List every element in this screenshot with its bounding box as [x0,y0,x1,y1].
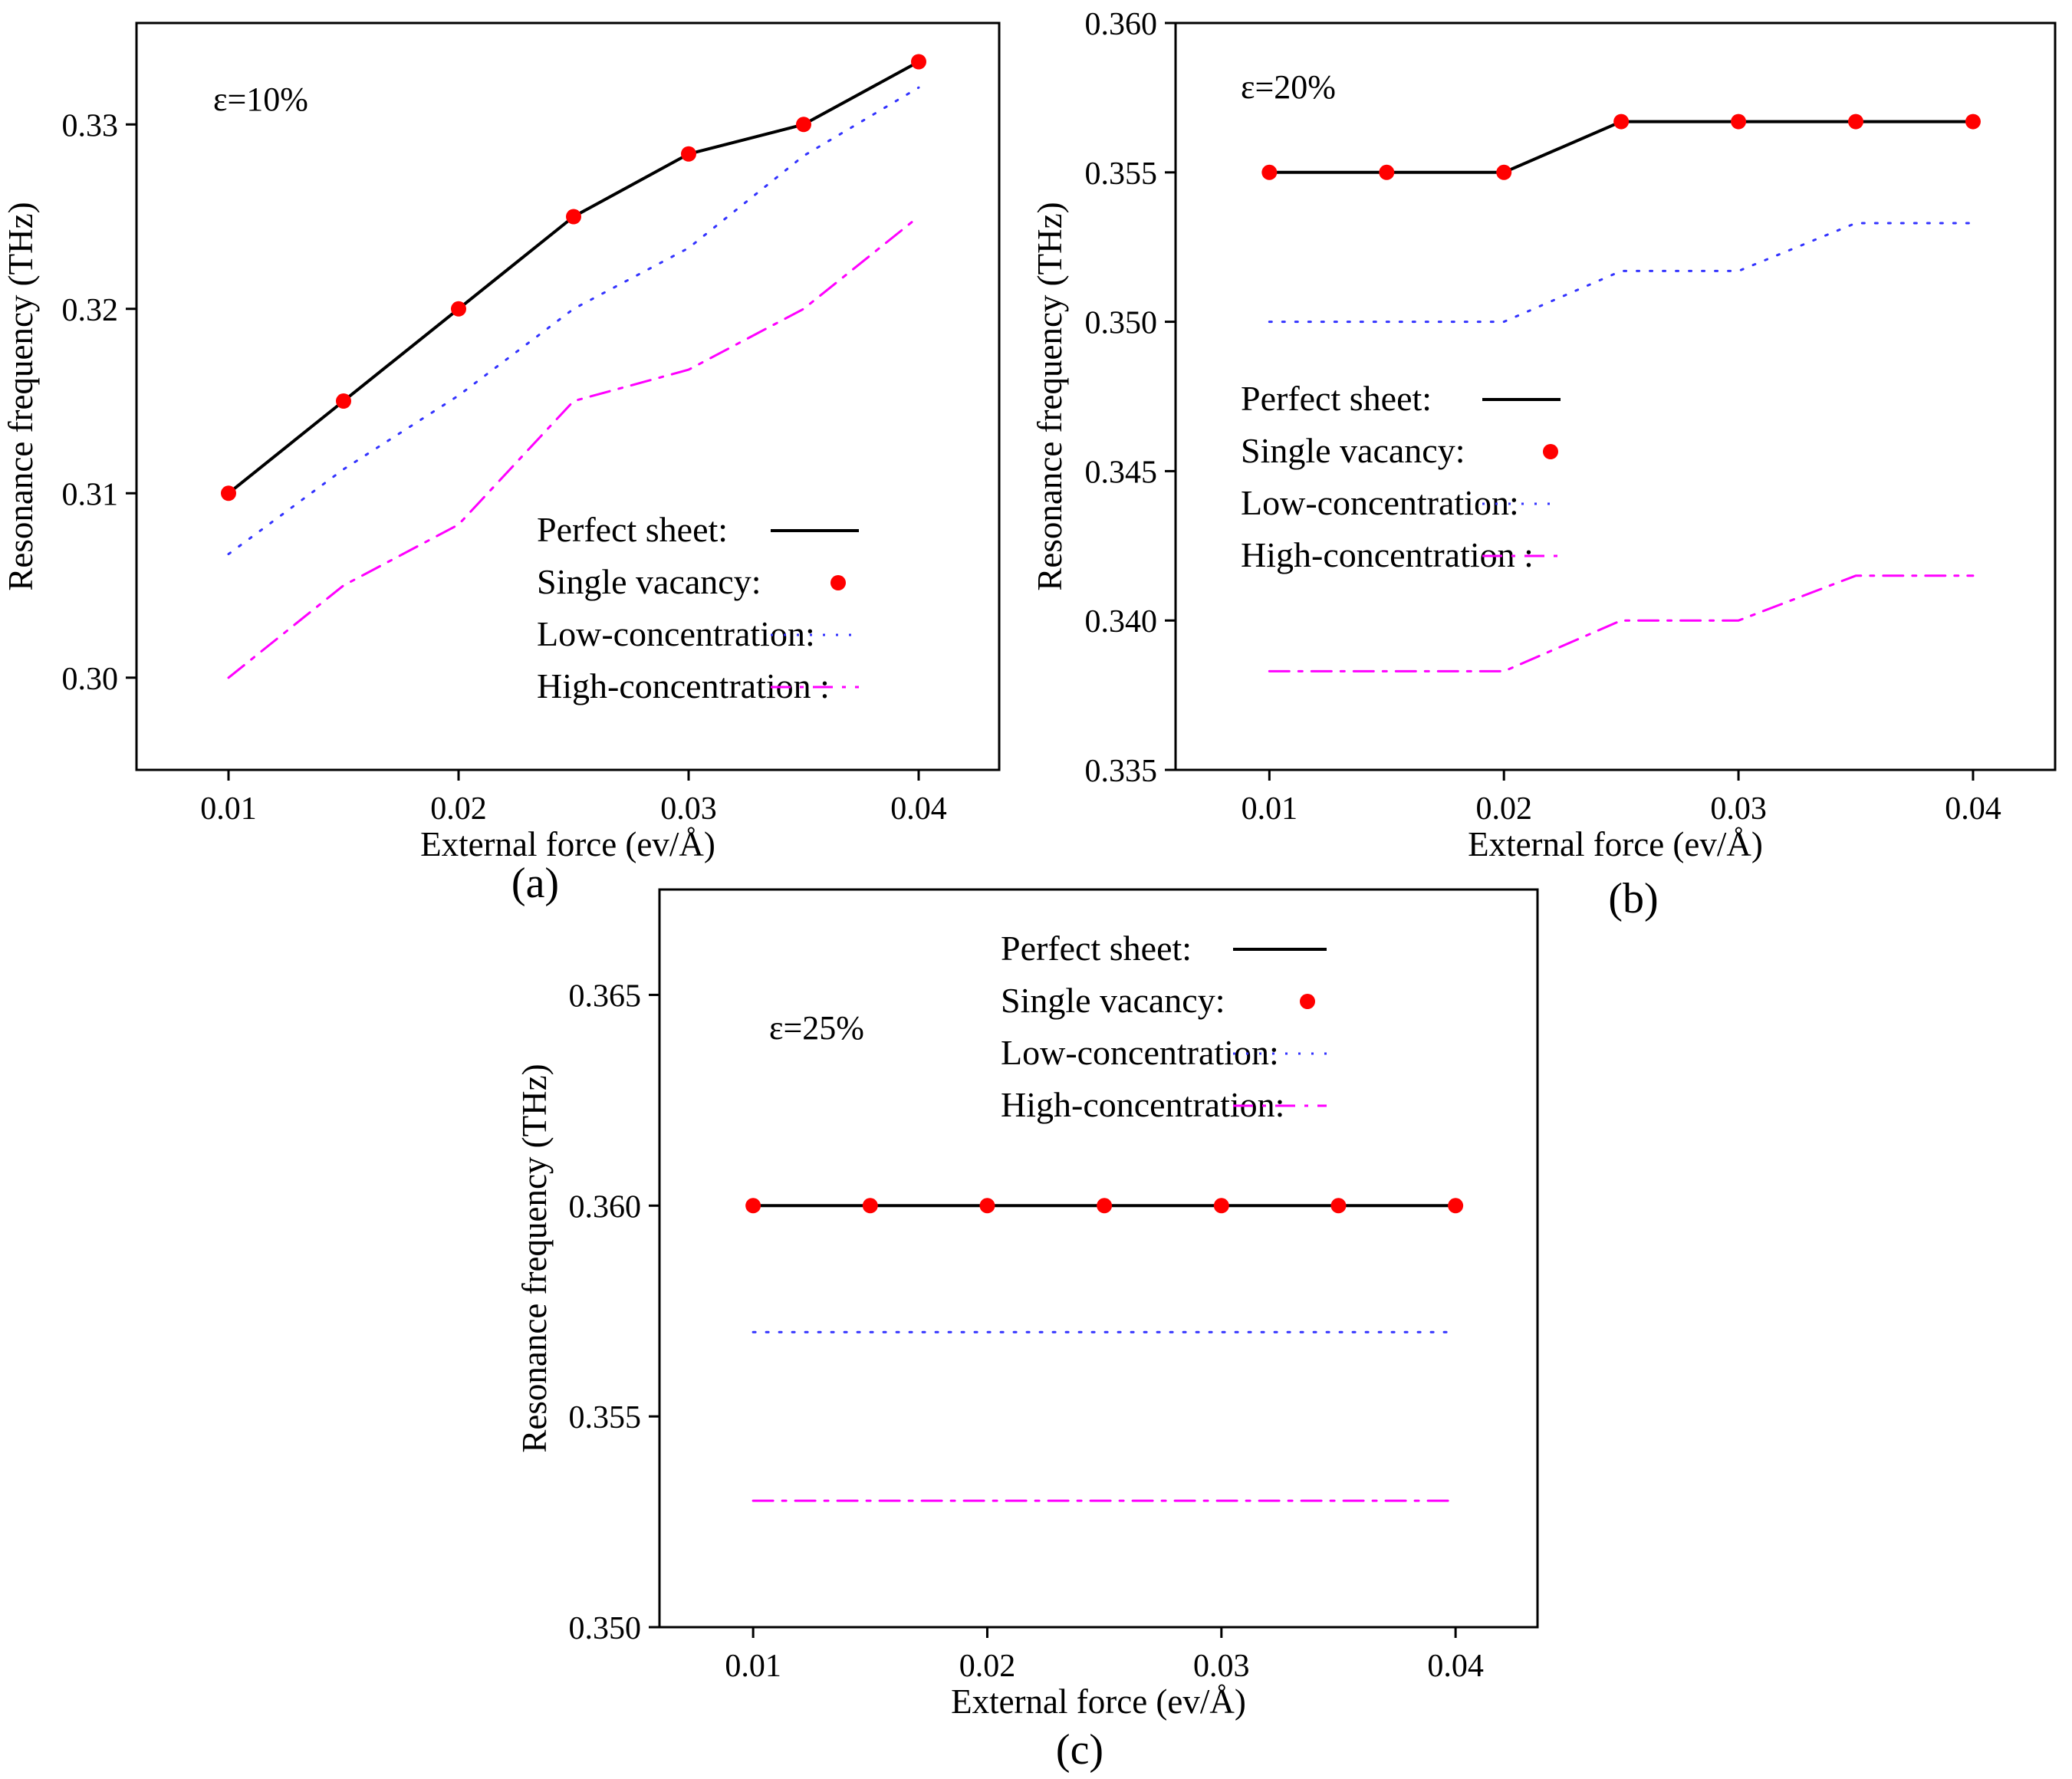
single-vacancy-point [1965,113,1981,130]
legend-entry: Perfect sheet: [1001,929,1327,968]
y-tick-label: 0.350 [1085,306,1158,341]
legend-entry: Low-concentration: [537,614,859,653]
single-vacancy-point [911,54,926,70]
y-tick-label: 0.350 [569,1611,642,1646]
x-axis-title: External force (ev/Å) [1468,825,1763,863]
legend-entry: High-concentration: [1001,1085,1327,1124]
y-tick-label: 0.31 [62,477,119,512]
plot-frame [658,888,1539,1629]
single-vacancy-point [451,301,466,317]
x-tick-label: 0.04 [1427,1649,1484,1684]
legend-entry: High-concentration : [537,666,859,705]
legend-marker [1543,444,1558,459]
x-tick-label: 0.04 [1945,791,2001,827]
x-tick-label: 0.02 [1475,791,1532,827]
legend-entry: Perfect sheet: [537,510,859,549]
x-axis-title: External force (ev/Å) [420,825,715,863]
x-tick-label: 0.01 [725,1649,781,1684]
high-concentration-line [1268,574,1975,672]
single-vacancy-point [566,209,581,225]
chart-panel-c: 0.01 0.02 0.03 0.04 0.350 0.355 0.360 0.365 Exte… [515,888,1539,1774]
single-vacancy-point [1448,1198,1464,1214]
perfect-sheet-line [227,60,920,495]
legend-entry: High-concentration : [1241,535,1561,574]
legend-label: Single vacancy: [1241,431,1465,470]
y-tick-label: 0.355 [1085,156,1158,192]
x-tick-label: 0.03 [1710,791,1767,827]
legend-label: Perfect sheet: [537,510,728,549]
chart-panel-a: 0.01 0.02 0.03 0.04 0.30 0.31 0.32 0.33 External… [2,21,1001,907]
x-tick-label: 0.02 [430,791,487,827]
strain-annotation: ε=25% [769,1009,864,1047]
y-tick-label: 0.340 [1085,604,1158,640]
y-tick-label: 0.32 [62,293,119,328]
legend-entry: Perfect sheet: [1241,379,1561,418]
single-vacancy-point [1848,113,1864,130]
single-vacancy-point [336,393,351,409]
legend-label: Single vacancy: [1001,981,1225,1020]
y-tick-label: 0.345 [1085,455,1158,490]
single-vacancy-point [1731,113,1747,130]
panel-label: (a) [511,860,559,907]
legend-label: Single vacancy: [537,562,761,601]
y-tick-label: 0.360 [569,1189,642,1225]
strain-annotation: ε=20% [1241,68,1336,106]
legend-label: Low-concentration: [1241,483,1519,522]
y-tick-label: 0.360 [1085,7,1158,42]
y-tick-label: 0.335 [1085,754,1158,789]
single-vacancy-point [1213,1198,1229,1214]
single-vacancy-point [1379,164,1395,180]
low-concentration-line [1268,222,1975,324]
y-tick-label: 0.33 [62,108,119,143]
strain-annotation: ε=10% [213,81,308,118]
low-concentration-line [227,86,920,556]
single-vacancy-point [1261,164,1278,180]
legend-label: Perfect sheet: [1001,929,1192,968]
y-axis-title: Resonance frequency (THz) [2,202,40,590]
single-vacancy-point [796,117,811,133]
legend-label: Low-concentration: [1001,1033,1279,1072]
legend-entry: Low-concentration: [1241,483,1561,522]
chart-panel-b: 0.01 0.02 0.03 0.04 0.335 0.340 0.345 0.350 0.35… [1031,7,2057,922]
single-vacancy-point [862,1198,878,1214]
x-tick-label: 0.03 [1193,1649,1250,1684]
single-vacancy-point [1097,1198,1113,1214]
x-tick-label: 0.03 [660,791,717,827]
x-tick-label: 0.01 [1242,791,1298,827]
x-tick-label: 0.02 [959,1649,1016,1684]
single-vacancy-point [1613,113,1630,130]
legend-marker [830,575,846,590]
single-vacancy-point [979,1198,995,1214]
y-tick-label: 0.365 [569,978,642,1014]
y-tick-label: 0.355 [569,1400,642,1435]
legend-entry: Single vacancy: [1001,981,1315,1020]
y-axis-title: Resonance frequency (THz) [515,1064,554,1452]
x-tick-label: 0.01 [200,791,257,827]
single-vacancy-point [681,146,696,162]
plot-frame [135,21,1001,771]
x-axis-title: External force (ev/Å) [951,1682,1246,1721]
legend-marker [1300,994,1315,1009]
y-axis-title: Resonance frequency (THz) [1031,202,1069,590]
single-vacancy-point [1330,1198,1347,1214]
legend-entry: Single vacancy: [537,562,846,601]
single-vacancy-point [1496,164,1512,180]
x-tick-label: 0.04 [890,791,947,827]
panel-label: (c) [1056,1726,1103,1774]
legend-entry: Low-concentration: [1001,1033,1327,1072]
legend-label: Low-concentration: [537,614,815,653]
single-vacancy-point [221,485,236,501]
y-tick-label: 0.30 [62,662,119,697]
panel-label: (b) [1608,875,1658,922]
single-vacancy-point [745,1198,761,1214]
high-concentration-line [227,215,920,679]
legend-label: Perfect sheet: [1241,379,1432,418]
plot-frame [1174,21,2057,771]
legend-entry: Single vacancy: [1241,431,1558,470]
